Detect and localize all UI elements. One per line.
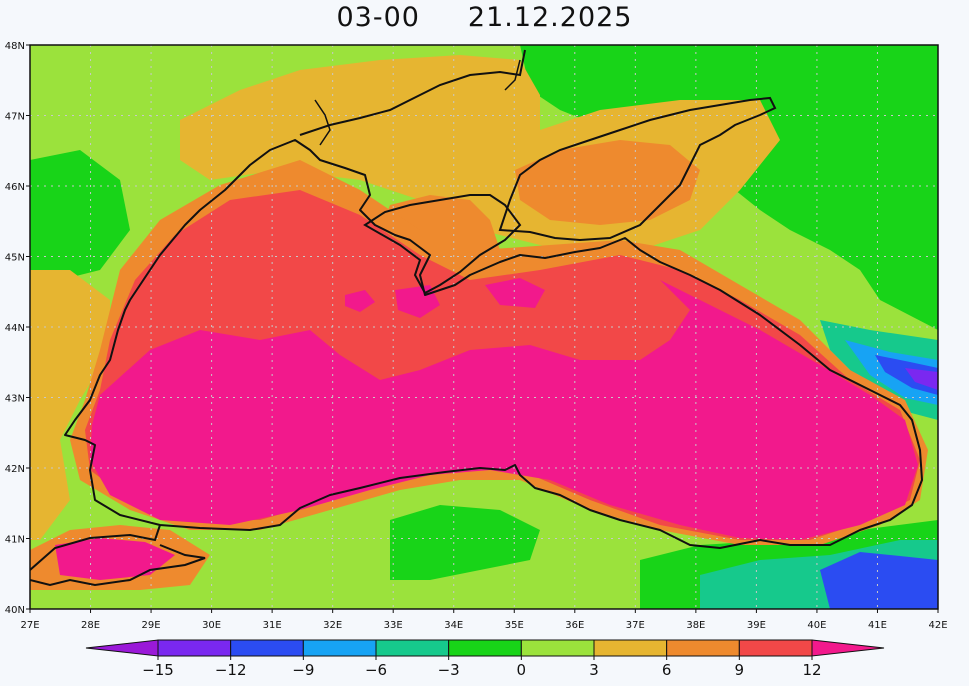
map-grid (30, 45, 938, 609)
coastline-north (299, 49, 526, 136)
colorbar-label: 0 (517, 661, 527, 679)
lat-tick-label: 44N (5, 323, 25, 334)
coastline-marmara (30, 524, 206, 587)
colorbar-label: −9 (292, 661, 314, 679)
colorbar-bin (302, 639, 377, 657)
field-orange-light-west (30, 270, 110, 540)
field-blue-east (875, 355, 938, 395)
field-orange-azov (515, 140, 700, 225)
longitude-axis: 27E 28E 29E 30E 31E 32E 33E 34E 35E 36E 37E 38E 39E 4… (20, 609, 948, 631)
colorbar-bin (85, 639, 159, 657)
title-date: 21.12.2025 (467, 2, 633, 33)
colorbar: −15 −12 −9 −6 −3 0 3 6 9 12 (85, 639, 885, 679)
colorbar-bin (157, 639, 232, 657)
colorbar-label: −3 (438, 661, 460, 679)
field-green-west (30, 150, 130, 280)
lat-tick-label: 48N (5, 41, 25, 52)
lat-tick-label: 47N (5, 112, 25, 123)
map-title: 03-00 21.12.2025 (0, 2, 969, 33)
lon-tick-label: 37E (626, 620, 645, 631)
lon-tick-label: 33E (384, 620, 403, 631)
lon-tick-label: 31E (263, 620, 282, 631)
lon-tick-label: 39E (747, 620, 766, 631)
lon-tick-label: 35E (505, 620, 524, 631)
coastline-azov (498, 96, 777, 242)
coastline-crimea (363, 194, 522, 295)
colorbar-label: 6 (662, 661, 672, 679)
lat-tick-label: 41N (5, 535, 25, 546)
lon-tick-label: 32E (323, 620, 342, 631)
field-purple-east (905, 368, 938, 390)
colorbar-bin (738, 639, 813, 657)
lat-tick-label: 42N (5, 464, 25, 475)
colorbar-bin (375, 639, 450, 657)
colorbar-label: −12 (215, 661, 247, 679)
colorbar-label: 3 (589, 661, 599, 679)
colorbar-bin (448, 639, 522, 657)
title-time: 03-00 (336, 2, 420, 33)
colorbar-label: 12 (802, 661, 821, 679)
latitude-axis: 48N 47N 46N 45N 44N 43N 42N 41N 40N (5, 41, 30, 616)
colorbar-label: −6 (365, 661, 387, 679)
field-green-south (390, 505, 540, 580)
lon-tick-label: 41E (868, 620, 887, 631)
map-plot-area (30, 45, 938, 609)
colorbar-bin (666, 639, 740, 657)
field-magenta-marmara (55, 538, 175, 580)
colorbar-bin (593, 639, 668, 657)
lat-tick-label: 46N (5, 182, 25, 193)
colorbar-bin (811, 639, 885, 657)
lon-tick-label: 28E (81, 620, 100, 631)
lat-tick-label: 40N (5, 605, 25, 616)
field-magenta-core (90, 280, 918, 540)
field-magenta-spot-3 (485, 278, 545, 308)
colorbar-label: 9 (735, 661, 745, 679)
coastline-dnieper (314, 59, 521, 146)
colorbar-bin (230, 639, 304, 657)
lat-tick-label: 43N (5, 394, 25, 405)
lon-tick-label: 34E (444, 620, 463, 631)
lon-tick-label: 29E (142, 620, 161, 631)
lon-tick-label: 38E (686, 620, 705, 631)
colorbar-bin (520, 639, 595, 657)
coastline-black-sea (64, 139, 923, 549)
field-blue-southeast (820, 552, 938, 609)
lon-tick-label: 30E (202, 620, 221, 631)
lon-tick-label: 27E (20, 620, 39, 631)
lon-tick-label: 36E (565, 620, 584, 631)
lat-tick-label: 45N (5, 253, 25, 264)
field-magenta-spot-1 (345, 290, 375, 312)
lon-tick-label: 42E (928, 620, 947, 631)
colorbar-label: −15 (142, 661, 174, 679)
lon-tick-label: 40E (807, 620, 826, 631)
